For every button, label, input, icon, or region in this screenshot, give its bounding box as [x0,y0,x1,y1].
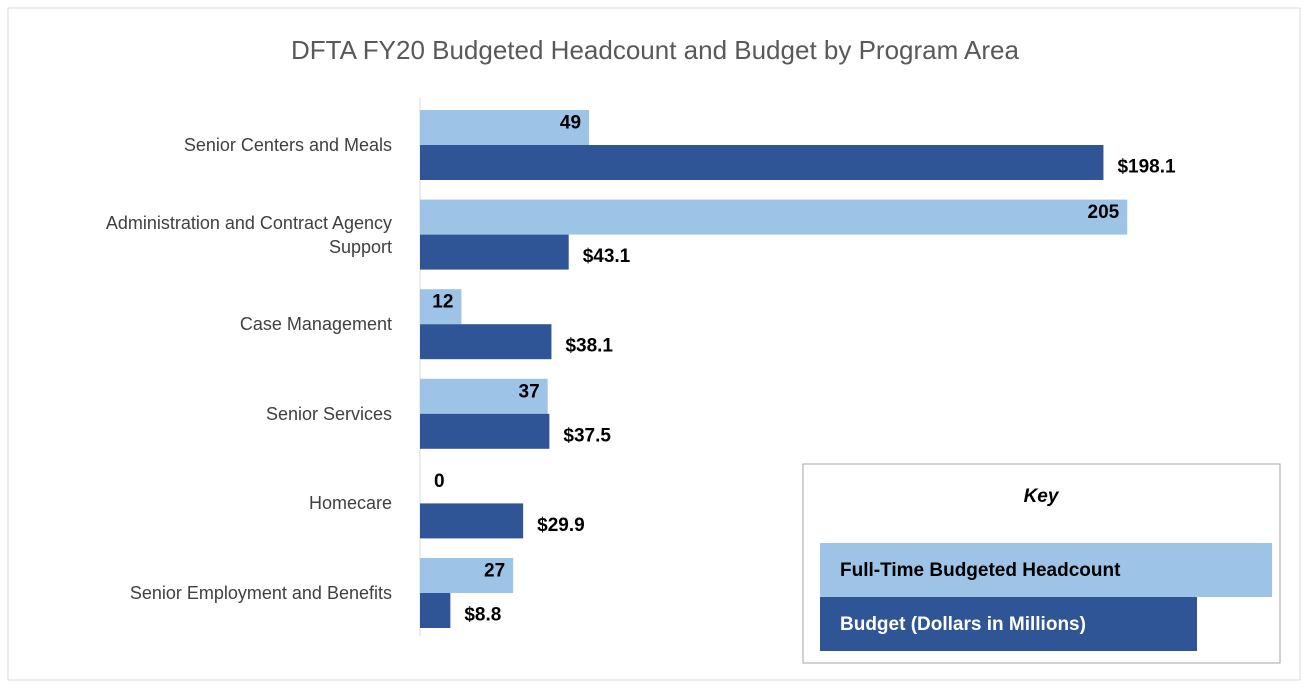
data-label: $198.1 [1117,157,1176,178]
bar [420,199,1128,235]
bar [420,110,590,145]
data-label: 37 [519,381,540,402]
bar [420,503,524,539]
legend-swatch [820,543,1272,597]
bar [420,593,451,628]
data-label: 205 [1088,202,1120,223]
category-label: Senior Employment and Benefits [129,583,392,603]
legend-swatch [820,597,1197,651]
category-label: Administration and Contract Agency Suppo… [105,212,392,257]
category-label: Case Management [239,314,392,335]
category-label: Senior Centers and Meals [183,135,392,155]
data-label: $38.1 [565,336,613,357]
bar [420,324,552,360]
data-label: $37.5 [563,425,611,446]
chart-title: DFTA FY20 Budgeted Headcount and Budget … [291,35,1020,65]
data-label: 27 [484,561,505,582]
category-label: Homecare [308,493,392,514]
data-label: 0 [434,471,445,492]
data-label: 49 [560,113,581,134]
bar [420,413,550,449]
bar [420,558,514,593]
bar [420,234,569,270]
data-label: 12 [432,292,453,313]
bar [420,289,462,325]
category-label: Senior Services [265,403,392,424]
bar [420,145,1104,180]
legend-label: Budget (Dollars in Millions) [840,614,1086,635]
legend-title: Key [1024,486,1060,507]
legend-label: Full-Time Budgeted Headcount [840,560,1121,581]
data-label: $8.8 [464,605,501,626]
data-label: $29.9 [537,515,585,536]
bar [420,378,548,414]
data-label: $43.1 [583,246,631,267]
